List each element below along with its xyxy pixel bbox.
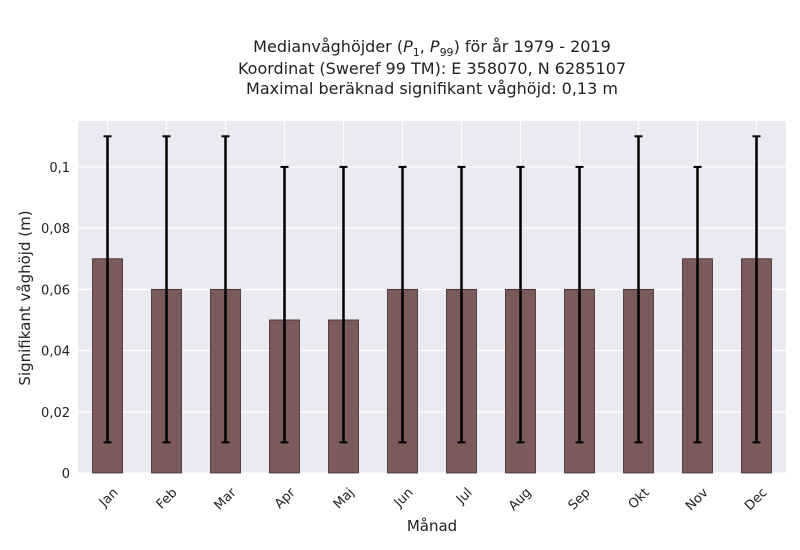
x-tick-label: Aug xyxy=(506,485,535,514)
y-tick-label: 0,1 xyxy=(49,161,70,176)
error-bar xyxy=(752,135,761,444)
chart-title: Medianvåghöjder (P1, P99) för år 1979 - … xyxy=(238,37,626,98)
chart-title-line-2: Koordinat (Sweref 99 TM): E 358070, N 62… xyxy=(238,59,626,78)
error-bar xyxy=(457,165,466,444)
chart-title-line-3: Maximal beräknad signifikant våghöjd: 0,… xyxy=(246,79,618,98)
x-tick-label: Sep xyxy=(566,485,594,513)
error-bar xyxy=(575,165,584,444)
error-bar xyxy=(280,165,289,444)
x-tick-label: Jun xyxy=(391,485,417,511)
error-bars xyxy=(103,135,761,444)
x-tick-label: Maj xyxy=(331,485,358,512)
x-tick-label: Apr xyxy=(272,485,299,512)
error-bar xyxy=(516,165,525,444)
x-tick-label: Jan xyxy=(96,485,121,510)
x-tick-label: Nov xyxy=(683,485,712,514)
error-bar xyxy=(634,135,643,444)
error-bar xyxy=(693,165,702,444)
plot-area xyxy=(78,121,786,473)
x-tick-label: Feb xyxy=(154,485,181,512)
error-bar xyxy=(398,165,407,444)
error-bar xyxy=(339,165,348,444)
y-tick-label: 0 xyxy=(62,467,70,482)
y-axis-label: Signifikant våghöjd (m) xyxy=(16,210,34,385)
y-tick-label: 0,06 xyxy=(41,283,70,298)
error-bar xyxy=(103,135,112,444)
x-tick-label: Dec xyxy=(742,485,770,513)
x-axis-label: Månad xyxy=(407,517,457,535)
x-tick-label: Jul xyxy=(453,485,475,507)
y-axis-ticks: 0 0,02 0,04 0,06 0,08 0,1 xyxy=(41,161,70,482)
x-tick-label: Okt xyxy=(626,485,653,512)
error-bar xyxy=(221,135,230,444)
chart-title-line-1: Medianvåghöjder (P1, P99) för år 1979 - … xyxy=(253,37,611,59)
x-axis-ticks: Jan Feb Mar Apr Maj Jun Jul Aug Sep Okt Nov Dec xyxy=(96,485,770,514)
x-tick-label: Mar xyxy=(212,485,240,513)
y-tick-label: 0,04 xyxy=(41,345,70,360)
y-tick-label: 0,02 xyxy=(41,406,70,421)
y-tick-label: 0,08 xyxy=(41,222,70,237)
error-bar xyxy=(162,135,171,444)
